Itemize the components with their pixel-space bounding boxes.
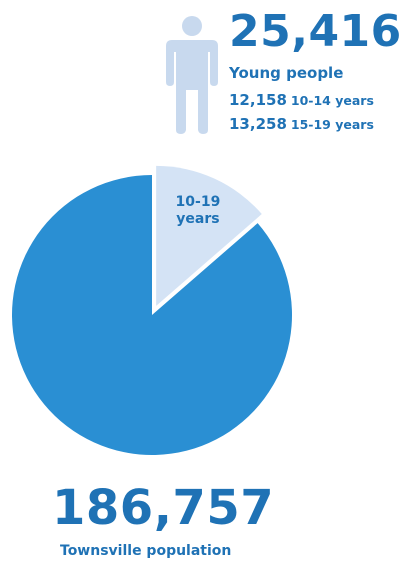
population-pie-chart: 10-19 years [11,165,292,456]
age-band-count: 12,158 [229,91,287,109]
pie-slice-label: 10-19 years [176,194,221,227]
pie-slice-other-ages [11,175,292,456]
person-icon [166,16,218,134]
age-band-label: 10-14 years [290,93,374,108]
population-total: 186,757 [52,480,275,536]
age-band-count: 13,258 [229,115,287,133]
young-people-label: Young people [229,64,344,82]
age-band-15-19: 13,258 15-19 years [229,114,374,133]
young-people-total: 25,416 [229,6,400,57]
pie-slice-10-19-years [156,165,262,306]
age-band-10-14: 12,158 10-14 years [229,90,374,109]
age-band-label: 15-19 years [290,117,374,132]
population-label: Townsville population [60,543,232,559]
